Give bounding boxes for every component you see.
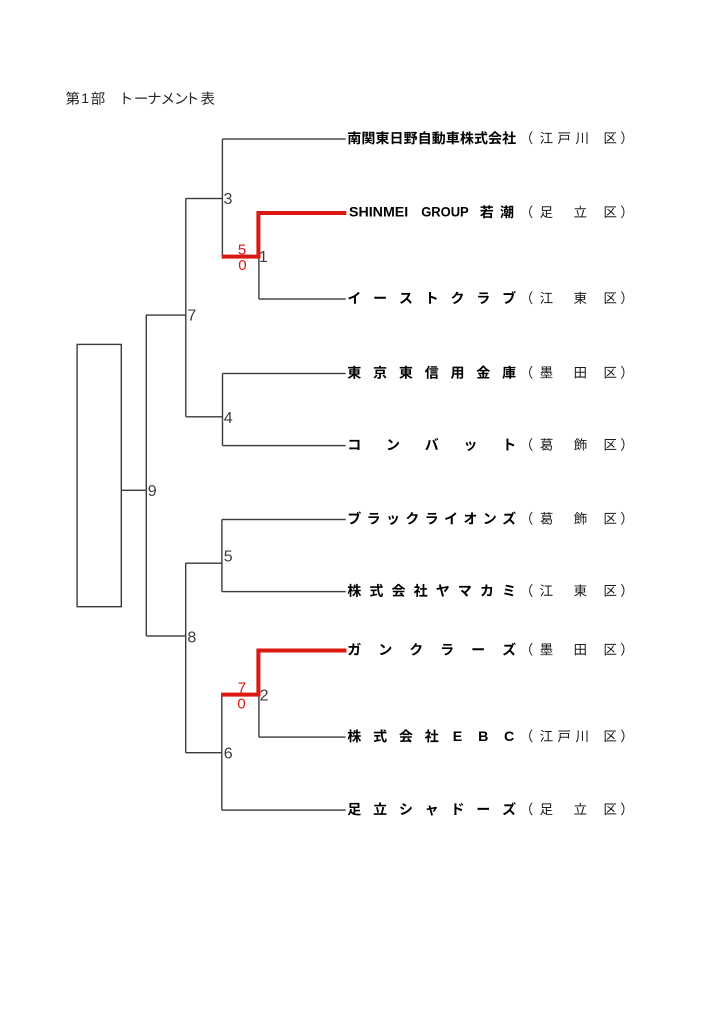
- svg-text:1: 1: [259, 249, 268, 266]
- svg-text:6: 6: [224, 746, 233, 763]
- svg-text:0: 0: [238, 257, 246, 274]
- svg-text:B: B: [478, 729, 488, 745]
- svg-text:E: E: [453, 729, 462, 745]
- svg-text:GROUP: GROUP: [421, 205, 469, 221]
- svg-text:C: C: [504, 729, 514, 745]
- svg-text:1: 1: [81, 90, 89, 106]
- svg-text:4: 4: [224, 410, 233, 427]
- svg-text:2: 2: [260, 688, 269, 705]
- svg-text:8: 8: [187, 629, 196, 646]
- svg-text:7: 7: [238, 679, 246, 696]
- svg-text:3: 3: [223, 191, 232, 208]
- svg-text:7: 7: [187, 308, 196, 325]
- svg-text:9: 9: [148, 483, 157, 500]
- svg-text:SHINMEI: SHINMEI: [349, 205, 408, 221]
- svg-text:5: 5: [224, 548, 233, 565]
- svg-text:5: 5: [238, 242, 246, 259]
- svg-text:0: 0: [237, 695, 245, 712]
